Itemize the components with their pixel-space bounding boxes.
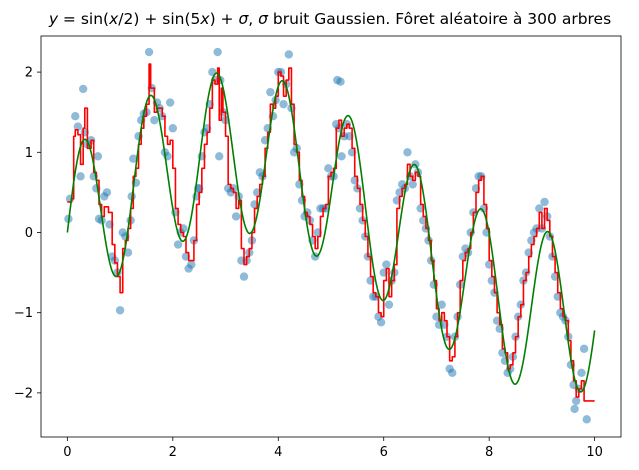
data-point: [213, 47, 222, 57]
data-point: [115, 306, 125, 315]
data-point: [150, 116, 159, 125]
y-tick-label: 1: [25, 146, 33, 161]
y-tick-label: 2: [25, 66, 33, 81]
data-point: [123, 248, 133, 257]
data-point: [144, 47, 154, 57]
data-point: [73, 122, 83, 131]
data-point: [76, 172, 85, 181]
title-x2: x: [199, 10, 210, 28]
data-point: [408, 180, 417, 189]
data-point: [93, 152, 103, 161]
title-comma: ,: [248, 10, 258, 28]
data-point: [165, 98, 175, 107]
x-tick-label: 4: [274, 445, 282, 460]
data-point: [384, 300, 394, 309]
y-tick-label: −1: [14, 306, 33, 321]
data-point: [208, 67, 217, 77]
x-tick-label: 2: [169, 445, 177, 460]
x-tick-label: 0: [63, 445, 71, 460]
y-tick-label: 0: [25, 226, 33, 241]
title-rest: bruit Gaussien. Fôret aléatoire à 300 ar…: [268, 10, 611, 28]
data-point: [231, 212, 241, 221]
data-point: [571, 396, 581, 406]
axis-ticks: 0 2 4 6 8 10 −2 −1 0 1 2: [14, 66, 603, 460]
data-point: [582, 415, 591, 424]
data-point: [129, 154, 138, 163]
y-tick-label: −2: [14, 386, 33, 401]
data-point: [579, 344, 589, 353]
x-tick-label: 8: [485, 445, 493, 460]
data-point: [173, 240, 183, 249]
data-point: [284, 50, 294, 59]
data-point: [266, 87, 275, 97]
data-point: [324, 164, 333, 173]
data-point: [570, 404, 579, 414]
chart-title: y = sin(x/2) + sin(5x) + σ, σ bruit Gaus…: [48, 10, 611, 28]
data-point: [279, 99, 288, 109]
data-point: [215, 152, 224, 161]
data-point: [540, 197, 549, 207]
data-point: [310, 252, 320, 261]
data-point: [102, 188, 112, 197]
data-point: [577, 368, 586, 378]
title-eq: = sin(: [58, 10, 109, 28]
data-point: [337, 152, 346, 161]
data-point: [168, 124, 178, 133]
plot-lines: [66, 63, 596, 402]
x-tick-label: 10: [586, 445, 603, 460]
data-point: [187, 260, 196, 269]
data-point: [382, 260, 391, 269]
true-function-line: [66, 72, 596, 393]
title-sigma-2: σ: [258, 10, 269, 28]
title-y: y: [48, 10, 59, 28]
data-point: [239, 272, 249, 281]
data-point: [376, 318, 386, 327]
title-x1: x: [108, 10, 119, 28]
title-sigma-1: σ: [238, 10, 249, 28]
data-point: [71, 112, 80, 121]
forest-prediction-line: [67, 63, 595, 402]
data-point: [78, 84, 88, 94]
title-plus: ) +: [210, 10, 239, 28]
title-half: /2) + sin(5: [118, 10, 200, 28]
axes-frame: [40, 35, 622, 438]
data-point: [448, 368, 457, 378]
data-point: [437, 300, 446, 309]
data-point: [535, 204, 544, 213]
data-point: [336, 77, 345, 86]
data-points: [64, 47, 591, 424]
x-tick-label: 6: [380, 445, 388, 460]
data-point: [403, 148, 412, 157]
